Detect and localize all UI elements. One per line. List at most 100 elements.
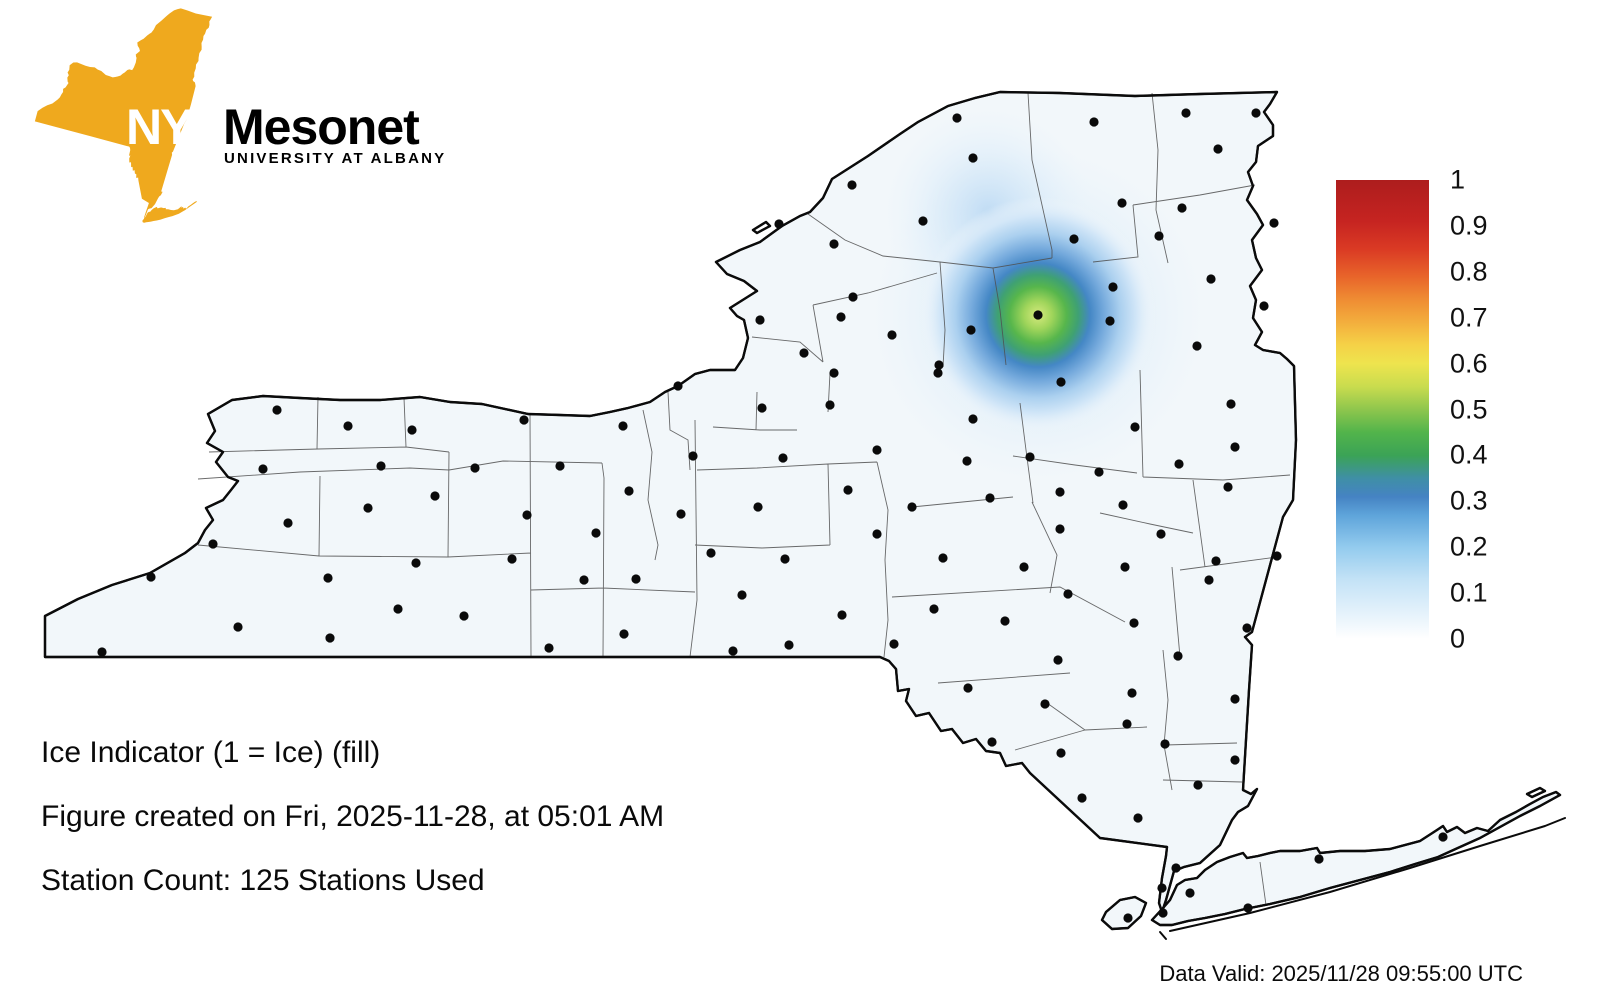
station-dot	[907, 502, 917, 512]
station-dot	[1019, 562, 1029, 572]
colorbar-tick: 1	[1450, 164, 1466, 195]
station-dot	[843, 485, 853, 495]
station-dot	[1122, 719, 1132, 729]
station-dot	[952, 113, 962, 123]
station-dot	[1438, 832, 1448, 842]
station-dot	[1177, 203, 1187, 213]
station-dot	[1269, 218, 1279, 228]
station-dot	[1230, 694, 1240, 704]
station-dot	[1230, 755, 1240, 765]
colorbar-tick: 0.3	[1450, 485, 1488, 516]
station-dot	[1105, 316, 1115, 326]
station-dot	[411, 558, 421, 568]
station-dot	[1185, 888, 1195, 898]
colorbar-gradient	[1336, 180, 1429, 639]
station-dot	[1251, 108, 1261, 118]
station-count-label: Station Count: 125 Stations Used	[41, 864, 485, 897]
station-dot	[688, 451, 698, 461]
station-dot	[1213, 144, 1223, 154]
station-dot	[544, 643, 554, 653]
station-dot	[1123, 913, 1133, 923]
station-dot	[985, 493, 995, 503]
variable-label: Ice Indicator (1 = Ice) (fill)	[41, 736, 381, 769]
colorbar-tick: 0.2	[1450, 531, 1488, 562]
station-dot	[966, 325, 976, 335]
colorbar-tick-labels: 1 0.9 0.8 0.7 0.6 0.5 0.4 0.3 0.2 0.1 0	[1450, 166, 1530, 652]
station-dot	[1055, 524, 1065, 534]
station-dot	[1171, 863, 1181, 873]
station-dot	[968, 414, 978, 424]
station-dot	[1118, 500, 1128, 510]
station-dot	[272, 405, 282, 415]
station-dot	[1033, 310, 1043, 320]
station-dot	[1117, 198, 1127, 208]
station-dot	[519, 415, 529, 425]
station-dot	[631, 574, 641, 584]
station-dot	[887, 330, 897, 340]
station-dot	[1063, 589, 1073, 599]
station-dot	[1158, 908, 1168, 918]
station-dot	[706, 548, 716, 558]
station-dot	[343, 421, 353, 431]
colorbar-tick: 0.9	[1450, 210, 1488, 241]
station-dot	[963, 683, 973, 693]
station-dot	[146, 572, 156, 582]
station-dot	[1025, 452, 1035, 462]
station-dot	[1130, 422, 1140, 432]
station-dot	[1173, 651, 1183, 661]
station-dot	[968, 153, 978, 163]
station-dot	[579, 575, 589, 585]
logo-subtitle: UNIVERSITY AT ALBANY	[224, 150, 447, 167]
station-dot	[737, 590, 747, 600]
colorbar-tick: 0.1	[1450, 577, 1488, 608]
station-dot	[780, 554, 790, 564]
station-dot	[507, 554, 517, 564]
station-dot	[470, 463, 480, 473]
station-dot	[1156, 529, 1166, 539]
station-dot	[323, 573, 333, 583]
station-dot	[753, 502, 763, 512]
station-dot	[1055, 487, 1065, 497]
station-dot	[933, 368, 943, 378]
station-dot	[673, 381, 683, 391]
station-dot	[233, 622, 243, 632]
station-dot	[624, 486, 634, 496]
station-dot	[1160, 739, 1170, 749]
station-dot	[1056, 377, 1066, 387]
station-dot	[430, 491, 440, 501]
station-dot	[1314, 854, 1324, 864]
station-dot	[784, 640, 794, 650]
station-dot	[1154, 231, 1164, 241]
station-dot	[872, 529, 882, 539]
station-dot	[1094, 467, 1104, 477]
station-dot	[97, 647, 107, 657]
station-dot	[1040, 699, 1050, 709]
station-dot	[755, 315, 765, 325]
colorbar-tick: 0.4	[1450, 439, 1488, 470]
station-dot	[987, 737, 997, 747]
station-dot	[1127, 688, 1137, 698]
station-dot	[829, 368, 839, 378]
station-dot	[1242, 623, 1252, 633]
station-dot	[938, 553, 948, 563]
station-dot	[618, 421, 628, 431]
station-dot	[774, 219, 784, 229]
barrier-beach-line	[1169, 817, 1566, 932]
station-dot	[1230, 442, 1240, 452]
station-dot	[1226, 399, 1236, 409]
station-dot	[1157, 883, 1167, 893]
station-dot	[1243, 903, 1253, 913]
station-dot	[591, 528, 601, 538]
station-dot	[1204, 575, 1214, 585]
station-dot	[376, 461, 386, 471]
colorbar-tick: 0.6	[1450, 348, 1488, 379]
station-dot	[393, 604, 403, 614]
station-dot	[836, 312, 846, 322]
station-dot	[1174, 459, 1184, 469]
station-dot	[1000, 616, 1010, 626]
colorbar-tick: 0	[1450, 623, 1466, 654]
station-dot	[1223, 482, 1233, 492]
tiny-island-mark	[1159, 931, 1167, 940]
station-dot	[1056, 748, 1066, 758]
